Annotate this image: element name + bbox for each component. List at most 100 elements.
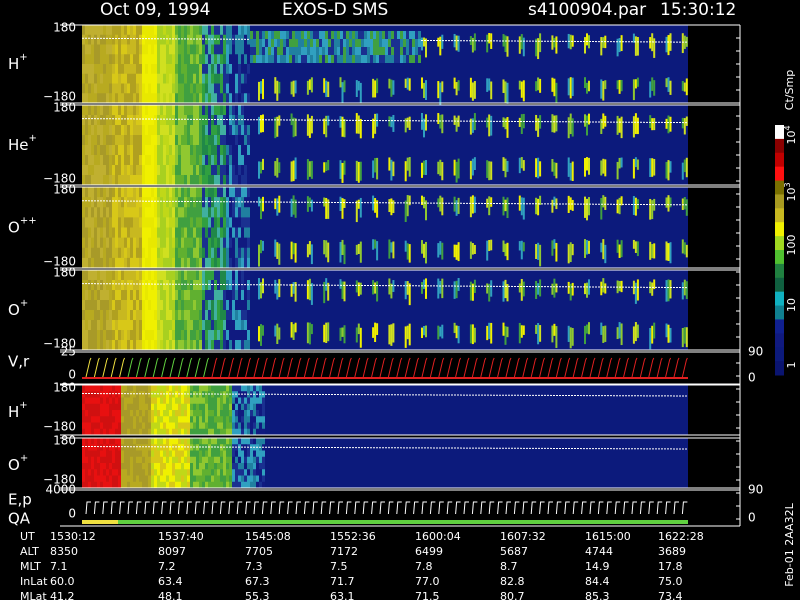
flux-cell xyxy=(106,300,109,311)
flux-cell xyxy=(115,197,118,208)
flux-cell xyxy=(202,44,205,55)
flux-cell xyxy=(196,438,199,445)
flux-cell xyxy=(262,428,265,436)
energy-mark xyxy=(606,501,612,515)
flux-cell xyxy=(247,197,250,208)
burst xyxy=(488,161,491,181)
flux-cell xyxy=(181,463,184,470)
flux-cell xyxy=(163,270,166,281)
flux-cell xyxy=(199,34,202,45)
flux-cell xyxy=(247,64,250,75)
burst xyxy=(486,117,489,128)
y-top: 180 xyxy=(53,101,76,115)
cell: 84.4 xyxy=(585,575,610,588)
flux-cell xyxy=(85,340,88,351)
flux-cell xyxy=(217,416,220,423)
burst xyxy=(292,117,295,138)
flux-cell xyxy=(106,428,109,436)
flux-cell xyxy=(238,438,241,445)
flux-cell xyxy=(196,207,199,218)
flux-cell xyxy=(232,34,235,45)
flux-cell xyxy=(97,320,100,331)
flux-cell xyxy=(94,310,97,321)
burst xyxy=(665,280,668,302)
flux-cell xyxy=(148,385,151,392)
flux-cell xyxy=(151,428,154,436)
flux-cell xyxy=(175,83,178,94)
flux-cell xyxy=(130,155,133,166)
burst xyxy=(473,113,476,131)
flux-cell xyxy=(256,481,259,489)
flux-cell xyxy=(109,463,112,470)
flux-cell xyxy=(160,227,163,239)
burst xyxy=(421,282,423,294)
flux-cell xyxy=(112,73,115,84)
flux-cell xyxy=(157,475,160,483)
flux-cell xyxy=(166,397,169,405)
flux-cell xyxy=(247,290,250,301)
flux-cell xyxy=(259,469,262,476)
flux-cell xyxy=(118,475,121,483)
burst xyxy=(406,325,409,340)
flux-cell xyxy=(223,330,226,341)
burst xyxy=(683,35,686,49)
flux-cell xyxy=(151,422,154,430)
flux-cell xyxy=(121,410,124,417)
flux-cell xyxy=(175,54,178,65)
flux-cell xyxy=(154,428,157,436)
flux-cell xyxy=(259,428,262,436)
flux-cell xyxy=(262,410,265,417)
flux-cell xyxy=(193,391,196,398)
y2-top: 90 xyxy=(748,345,763,359)
flux-cell xyxy=(148,391,151,398)
flux-cell xyxy=(166,44,169,55)
y-bottom: 0 xyxy=(68,507,76,521)
burst xyxy=(636,241,639,257)
flux-cell xyxy=(133,290,136,301)
flux-cell xyxy=(148,25,151,36)
flux-cell xyxy=(106,227,109,239)
flux-cell xyxy=(112,450,115,458)
velocity-mark xyxy=(480,357,487,378)
label-sup: + xyxy=(29,133,37,144)
burst xyxy=(292,80,295,97)
burst xyxy=(600,322,603,335)
flux-cell xyxy=(154,463,157,470)
burst xyxy=(290,283,293,297)
flux-cell xyxy=(196,416,199,423)
flux-cell xyxy=(262,385,265,392)
flux-cell xyxy=(175,300,178,311)
burst xyxy=(421,195,423,206)
energy-mark xyxy=(228,501,234,515)
flux-cell xyxy=(328,47,331,55)
flux-cell xyxy=(163,416,166,423)
burst xyxy=(404,78,407,88)
flux-cell xyxy=(169,135,172,146)
flux-cell xyxy=(82,25,85,36)
flux-cell xyxy=(112,481,115,489)
flux-cell xyxy=(118,145,121,156)
flux-cell xyxy=(106,247,109,259)
burst xyxy=(569,77,572,99)
flux-cell xyxy=(169,300,172,311)
burst xyxy=(473,327,476,343)
burst xyxy=(665,323,668,338)
flux-cell xyxy=(247,34,250,45)
burst xyxy=(681,80,684,91)
flux-cell xyxy=(190,450,193,458)
flux-cell xyxy=(184,44,187,55)
flux-cell xyxy=(163,125,166,136)
flux-cell xyxy=(211,207,214,218)
flux-cell xyxy=(229,115,232,126)
burst xyxy=(355,327,358,343)
burst xyxy=(683,159,686,173)
flux-cell xyxy=(130,456,133,464)
flux-cell xyxy=(166,463,169,470)
flux-cell xyxy=(181,217,184,228)
burst xyxy=(341,198,344,219)
flux-cell xyxy=(181,165,184,176)
flux-cell xyxy=(133,391,136,398)
burst xyxy=(555,36,558,54)
flux-cell xyxy=(235,475,238,483)
flux-cell xyxy=(148,93,151,104)
